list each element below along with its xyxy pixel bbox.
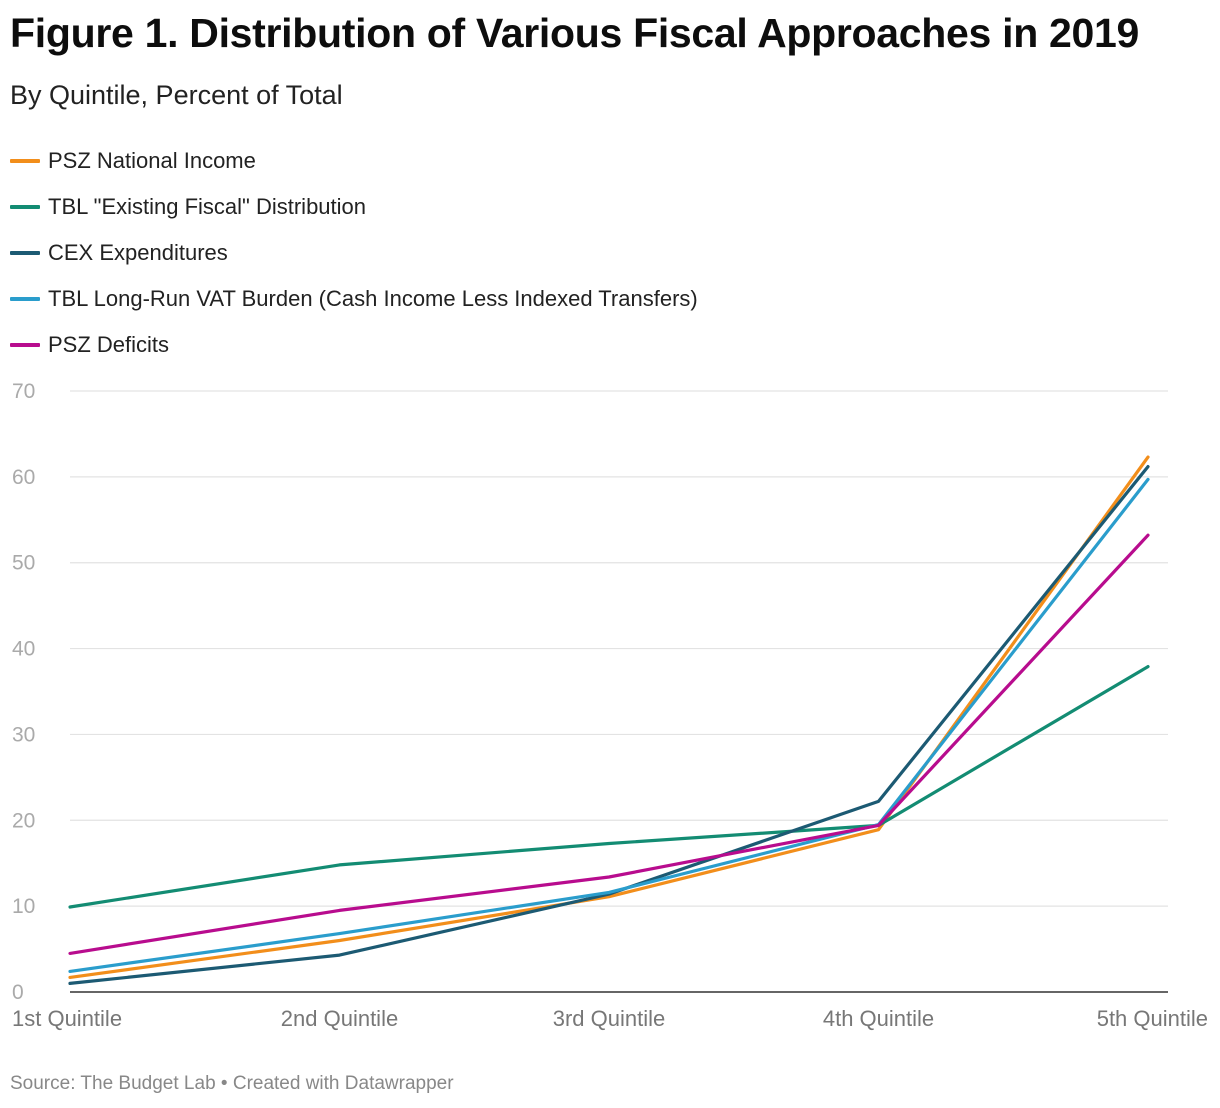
legend-item: PSZ National Income xyxy=(10,138,698,184)
legend-item: TBL Long-Run VAT Burden (Cash Income Les… xyxy=(10,276,698,322)
legend-swatch xyxy=(10,297,40,301)
series-line-4 xyxy=(68,477,1150,974)
legend-label: CEX Expenditures xyxy=(48,240,228,265)
y-tick-label: 50 xyxy=(12,552,35,575)
legend-item: TBL "Existing Fiscal" Distribution xyxy=(10,184,698,230)
series-line-1 xyxy=(68,455,1150,980)
legend-label: PSZ National Income xyxy=(48,148,256,173)
series-line-3 xyxy=(68,464,1150,986)
chart-title: Figure 1. Distribution of Various Fiscal… xyxy=(10,10,1140,56)
x-tick-label: 4th Quintile xyxy=(823,1006,934,1031)
line-chart: 0 10 20 30 40 50 60 70 1st Quintile 2nd Quintile… xyxy=(12,380,1208,1031)
series-line-5 xyxy=(68,533,1150,956)
legend-swatch xyxy=(10,159,40,163)
y-axis-labels: 0 10 20 30 40 50 60 70 xyxy=(12,380,35,1004)
y-tick-label: 30 xyxy=(12,723,35,746)
y-tick-label: 0 xyxy=(12,981,24,1004)
x-tick-label: 5th Quintile xyxy=(1097,1006,1208,1031)
legend-label: TBL Long-Run VAT Burden (Cash Income Les… xyxy=(48,286,698,311)
legend-label: PSZ Deficits xyxy=(48,332,170,357)
x-axis-labels: 1st Quintile 2nd Quintile 3rd Quintile 4th … xyxy=(12,1006,1208,1031)
series-line-2 xyxy=(68,665,1150,909)
y-tick-label: 10 xyxy=(12,895,35,918)
legend-swatch xyxy=(10,205,40,209)
legend-swatch xyxy=(10,251,40,255)
x-tick-label: 2nd Quintile xyxy=(281,1006,398,1031)
chart-subtitle: By Quintile, Percent of Total xyxy=(10,80,343,110)
series-lines xyxy=(68,455,1150,986)
y-tick-label: 40 xyxy=(12,638,35,661)
legend-swatch xyxy=(10,343,40,347)
y-tick-label: 70 xyxy=(12,380,35,403)
legend: PSZ National Income TBL "Existing Fiscal"… xyxy=(10,138,698,368)
x-tick-label: 1st Quintile xyxy=(12,1006,122,1031)
legend-item: CEX Expenditures xyxy=(10,230,698,276)
y-tick-label: 60 xyxy=(12,466,35,489)
legend-item: PSZ Deficits xyxy=(10,322,698,368)
source-note: Source: The Budget Lab • Created with Da… xyxy=(10,1073,454,1094)
legend-label: TBL "Existing Fiscal" Distribution xyxy=(48,194,367,219)
y-tick-label: 20 xyxy=(12,809,35,832)
x-tick-label: 3rd Quintile xyxy=(553,1006,666,1031)
gridlines xyxy=(70,390,1168,993)
